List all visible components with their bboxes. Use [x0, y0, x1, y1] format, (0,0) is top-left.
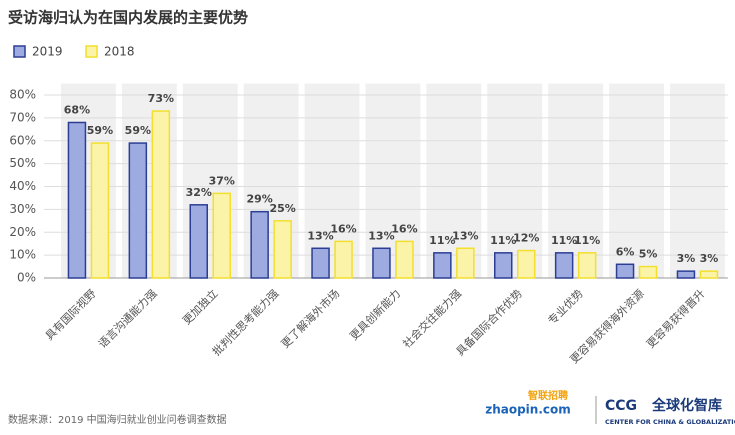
value-label: 16%: [330, 222, 356, 235]
source: 数据来源：2019 中国海归就业创业问卷调查数据: [8, 413, 227, 426]
value-label: 16%: [391, 222, 417, 235]
value-label: 73%: [148, 92, 174, 105]
value-label: 59%: [125, 124, 151, 137]
value-label: 25%: [269, 202, 295, 215]
x-tick-label: 社会交往能力强: [400, 286, 464, 350]
logo-text: 全球化智库: [651, 397, 722, 414]
legend-swatch: [13, 45, 26, 58]
value-label: 11%: [429, 234, 455, 247]
bar: [212, 192, 231, 279]
x-tick-label: 更具创新能力: [347, 286, 404, 343]
value-label: 37%: [209, 174, 235, 187]
bar: [372, 247, 391, 279]
logo-text: 智联招聘: [528, 389, 568, 402]
x-tick-label: 语言沟通能力强: [95, 286, 159, 350]
bar: [67, 121, 87, 279]
legend-swatch: [85, 45, 98, 58]
x-tick-label: 更容易获得晋升: [643, 286, 707, 350]
bar: [250, 210, 269, 279]
bar: [699, 270, 719, 279]
x-tick-label: 具备国际合作优势: [453, 286, 525, 358]
bar: [577, 252, 597, 279]
value-label: 12%: [513, 232, 539, 245]
logo-text: zhaopin.com: [485, 403, 571, 417]
value-label: 68%: [64, 103, 90, 116]
bar: [128, 142, 148, 279]
bar: [189, 204, 208, 279]
value-label: 11%: [490, 234, 516, 247]
bar: [90, 142, 110, 279]
value-label: 5%: [639, 248, 658, 261]
bar: [554, 252, 574, 279]
band-background: [426, 83, 482, 278]
band-background: [548, 83, 604, 278]
y-tick-label: 20%: [9, 225, 36, 239]
y-tick-label: 80%: [9, 88, 36, 102]
value-label: 3%: [677, 252, 696, 265]
y-tick-label: 30%: [9, 202, 36, 216]
bar: [151, 110, 171, 279]
legend-label: 2018: [104, 45, 135, 59]
value-label: 32%: [186, 186, 212, 199]
bar: [456, 247, 475, 279]
chart-title: 受访海归认为在国内发展的主要优势: [8, 9, 248, 27]
band-background: [609, 83, 664, 278]
bar: [311, 247, 330, 279]
value-label: 6%: [616, 245, 635, 258]
bar: [676, 270, 696, 279]
x-tick-label: 具有国际视野: [42, 286, 99, 343]
y-tick-label: 10%: [9, 248, 36, 262]
x-tick-label: 专业优势: [545, 286, 586, 327]
x-tick-label: 更加独立: [179, 286, 220, 327]
bar: [395, 240, 414, 279]
legend-label: 2019: [32, 45, 63, 59]
value-label: 11%: [574, 234, 600, 247]
bar: [334, 240, 353, 279]
y-tick-label: 70%: [9, 110, 36, 124]
band-background: [487, 83, 543, 278]
value-label: 13%: [307, 229, 333, 242]
value-label: 13%: [368, 229, 394, 242]
x-tick-label: 批判性思考能力强: [209, 286, 281, 358]
bar: [273, 220, 292, 279]
logo-text: CENTER FOR CHINA & GLOBALIZATION: [605, 418, 735, 426]
value-label: 11%: [551, 234, 577, 247]
value-label: 3%: [700, 252, 719, 265]
band-background: [670, 83, 725, 278]
bar: [615, 263, 635, 279]
value-label: 29%: [246, 193, 272, 206]
logo-text: CCG: [605, 398, 637, 414]
value-label: 13%: [452, 229, 478, 242]
bar: [638, 265, 658, 279]
value-label: 59%: [87, 124, 113, 137]
bar: [433, 252, 452, 279]
y-tick-label: 60%: [9, 133, 36, 147]
bar: [517, 249, 536, 279]
bar: [494, 252, 513, 279]
y-tick-label: 0%: [17, 271, 36, 285]
y-tick-label: 40%: [9, 179, 36, 193]
x-tick-label: 更了解海外市场: [278, 286, 342, 350]
y-tick-label: 50%: [9, 156, 36, 170]
